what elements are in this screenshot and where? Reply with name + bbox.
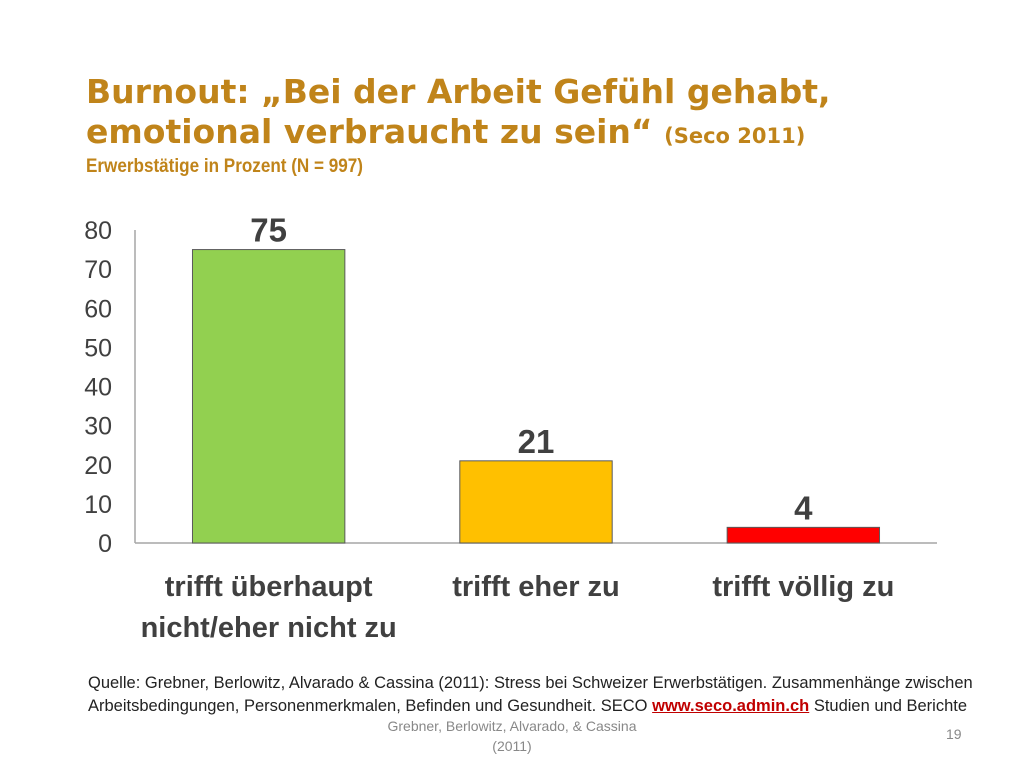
- y-tick-label: 10: [84, 491, 112, 519]
- source-citation: Quelle: Grebner, Berlowitz, Alvarado & C…: [88, 672, 988, 718]
- bar: [726, 526, 881, 544]
- bar-chart: 0 10 20 30 40 50 60 70 80 75 trifft überhaupt nicht…: [84, 212, 937, 644]
- page-number: 19: [946, 726, 962, 742]
- category-label: trifft eher zu: [452, 571, 620, 603]
- footer-text: Grebner, Berlowitz, Alvarado, & Cassina …: [387, 718, 637, 754]
- bar: [191, 249, 346, 544]
- y-tick-label: 0: [98, 530, 112, 558]
- y-tick-label: 50: [84, 334, 112, 362]
- source-text: Quelle: Grebner, Berlowitz, Alvarado & C…: [88, 674, 973, 715]
- title-source: (Seco 2011): [664, 124, 806, 148]
- category-label: nicht/eher nicht zu: [141, 612, 397, 644]
- data-label: 75: [250, 212, 287, 249]
- bar: [459, 460, 613, 544]
- title-text: Burnout: „Bei der Arbeit Gefühl gehabt, …: [86, 72, 831, 151]
- y-tick-label: 30: [84, 413, 112, 441]
- y-tick-label: 60: [84, 295, 112, 323]
- data-label: 4: [794, 489, 813, 526]
- y-tick-label: 70: [84, 256, 112, 284]
- y-tick-label: 20: [84, 452, 112, 480]
- y-tick-label: 40: [84, 374, 112, 402]
- category-label: trifft überhaupt: [165, 571, 373, 603]
- data-label: 21: [518, 423, 555, 460]
- source-tail: Studien und Berichte: [813, 697, 968, 715]
- slide-subtitle: Erwerbstätige in Prozent (N = 997): [86, 156, 364, 177]
- y-tick-label: 80: [84, 217, 112, 245]
- seco-link[interactable]: www.seco.admin.ch: [652, 697, 810, 715]
- slide-title: Burnout: „Bei der Arbeit Gefühl gehabt, …: [86, 72, 986, 156]
- category-label: trifft völlig zu: [712, 571, 894, 603]
